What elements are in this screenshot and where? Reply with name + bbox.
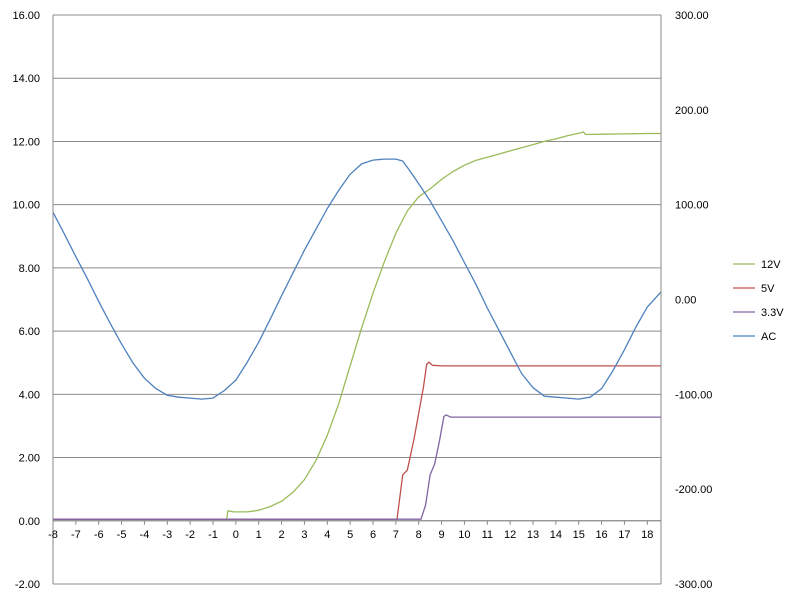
x-tick-label: 5 bbox=[347, 529, 353, 541]
x-tick-label: 0 bbox=[233, 529, 239, 541]
series-line-5v bbox=[53, 361, 661, 520]
x-tick-label: 7 bbox=[393, 529, 399, 541]
gridlines bbox=[53, 14, 661, 585]
x-tick-label: -8 bbox=[48, 529, 58, 541]
x-tick-label: 17 bbox=[618, 529, 630, 541]
y-right-tick-label: 200.00 bbox=[675, 105, 709, 117]
y-right-tick-label: 0.00 bbox=[675, 295, 696, 307]
series-line-3-3v bbox=[53, 414, 661, 520]
x-tick-label: 4 bbox=[324, 529, 330, 541]
y-left-tick-label: 14.00 bbox=[12, 73, 40, 85]
x-tick-label: -2 bbox=[185, 529, 195, 541]
y-left-tick-labels: 16.00 14.00 12.00 10.00 8.00 6.00 4.00 2.00 0.00… bbox=[12, 10, 40, 591]
legend-label-12v: 12V bbox=[761, 259, 781, 271]
series-lines bbox=[52, 131, 662, 520]
y-right-tick-label: -200.00 bbox=[675, 484, 712, 496]
x-tick-label: 10 bbox=[458, 529, 470, 541]
x-tick-label: 2 bbox=[279, 529, 285, 541]
y-right-tick-label: 300.00 bbox=[675, 10, 709, 22]
y-left-tick-label: 8.00 bbox=[19, 263, 40, 275]
y-left-tick-label: 16.00 bbox=[12, 10, 40, 22]
x-tick-label: -6 bbox=[94, 529, 104, 541]
legend-label-ac: AC bbox=[761, 331, 776, 343]
y-left-tick-label: 4.00 bbox=[19, 389, 40, 401]
y-right-tick-labels: 300.00 200.00 100.00 0.00 -100.00 -200.00 -300… bbox=[675, 10, 712, 591]
x-tick-label: -7 bbox=[71, 529, 81, 541]
x-tick-labels: -8 -7 -6 -5 -4 -3 -2 -1 0 1 2 3 4 5 6 7 8 9 10 11 12 13 14 15 16… bbox=[48, 520, 653, 541]
y-left-tick-label: 12.00 bbox=[12, 136, 40, 148]
legend: 12V 5V 3.3V AC bbox=[733, 259, 784, 343]
x-tick-label: 15 bbox=[573, 529, 585, 541]
x-tick-label: 16 bbox=[595, 529, 607, 541]
x-tick-label: 3 bbox=[301, 529, 307, 541]
x-tick-label: 1 bbox=[256, 529, 262, 541]
axes bbox=[52, 15, 662, 584]
x-tick-label: -1 bbox=[208, 529, 218, 541]
x-tick-label: -4 bbox=[140, 529, 150, 541]
y-right-tick-label: 100.00 bbox=[675, 200, 709, 212]
series-line-12v bbox=[53, 131, 661, 520]
x-tick-label: 11 bbox=[482, 529, 493, 541]
y-right-tick-label: -100.00 bbox=[675, 389, 712, 401]
x-tick-label: -3 bbox=[162, 529, 172, 541]
x-tick-label: 9 bbox=[439, 529, 445, 541]
y-left-tick-label: 2.00 bbox=[19, 453, 40, 465]
x-tick-label: 6 bbox=[370, 529, 376, 541]
legend-label-5v: 5V bbox=[761, 283, 775, 295]
y-left-tick-label: 0.00 bbox=[19, 516, 40, 528]
x-tick-label: 18 bbox=[641, 529, 653, 541]
y-right-tick-label: -300.00 bbox=[675, 579, 712, 591]
x-tick-label: 14 bbox=[550, 529, 562, 541]
series-line-ac bbox=[52, 158, 662, 400]
x-tick-label: 12 bbox=[504, 529, 516, 541]
legend-label-3-3v: 3.3V bbox=[761, 307, 784, 319]
x-tick-label: 8 bbox=[416, 529, 422, 541]
y-left-tick-label: -2.00 bbox=[15, 579, 40, 591]
y-left-tick-label: 6.00 bbox=[19, 326, 40, 338]
y-left-tick-label: 10.00 bbox=[12, 200, 40, 212]
x-tick-label: -5 bbox=[117, 529, 127, 541]
x-tick-label: 13 bbox=[527, 529, 539, 541]
